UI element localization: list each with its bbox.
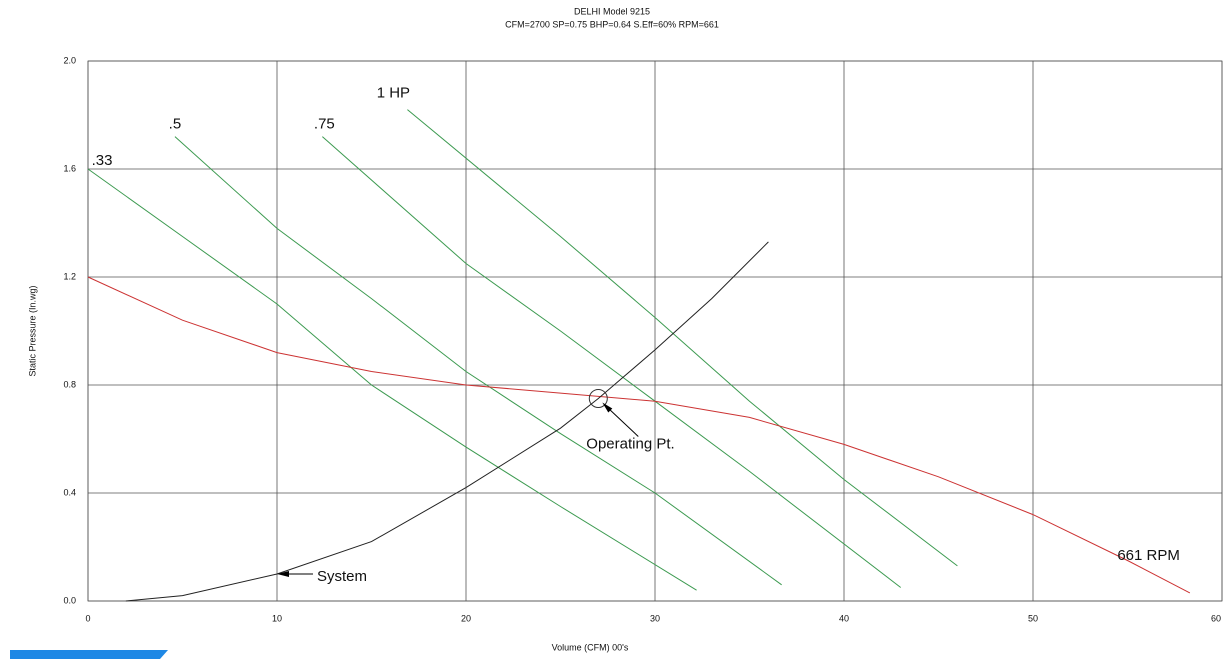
y-tick-label: 0.4 <box>63 487 76 497</box>
series-line <box>125 241 769 602</box>
series-label: System <box>317 568 367 585</box>
y-tick-label: 0.0 <box>63 595 76 605</box>
y-tick-label: 2.0 <box>63 55 76 65</box>
x-tick-label: 0 <box>85 613 90 623</box>
series-label: .33 <box>92 152 113 169</box>
series-label: .5 <box>169 116 182 133</box>
x-tick-label: 20 <box>461 613 471 623</box>
series-line <box>174 136 782 586</box>
series-line <box>87 276 1191 594</box>
operating-point <box>588 389 608 408</box>
arrow-head <box>277 571 289 577</box>
y-axis-label: Static Pressure (In.wg) <box>27 285 37 376</box>
x-tick-label: 40 <box>839 613 849 623</box>
chart-subtitle: CFM=2700 SP=0.75 BHP=0.64 S.Eff=60% RPM=… <box>505 19 719 29</box>
series-label: 1 HP <box>377 85 410 102</box>
annotation-label: Operating Pt. <box>586 435 674 452</box>
series-line <box>407 109 958 567</box>
y-tick-label: 0.8 <box>63 379 76 389</box>
decor-bar <box>10 650 160 659</box>
x-axis-label: Volume (CFM) 00's <box>552 642 629 652</box>
plot-frame <box>87 60 1223 602</box>
x-tick-label: 50 <box>1028 613 1038 623</box>
y-tick-label: 1.2 <box>63 271 76 281</box>
series-line <box>87 168 697 591</box>
x-tick-label: 30 <box>650 613 660 623</box>
series-line <box>322 136 902 588</box>
decor-bar-tip <box>160 650 168 659</box>
series-label: 661 RPM <box>1117 547 1180 564</box>
x-tick-label: 60 <box>1211 613 1221 623</box>
arrow-head <box>602 402 613 413</box>
chart-title: DELHI Model 9215 <box>574 6 650 16</box>
x-tick-label: 10 <box>272 613 282 623</box>
y-tick-label: 1.6 <box>63 163 76 173</box>
series-label: .75 <box>314 116 335 133</box>
